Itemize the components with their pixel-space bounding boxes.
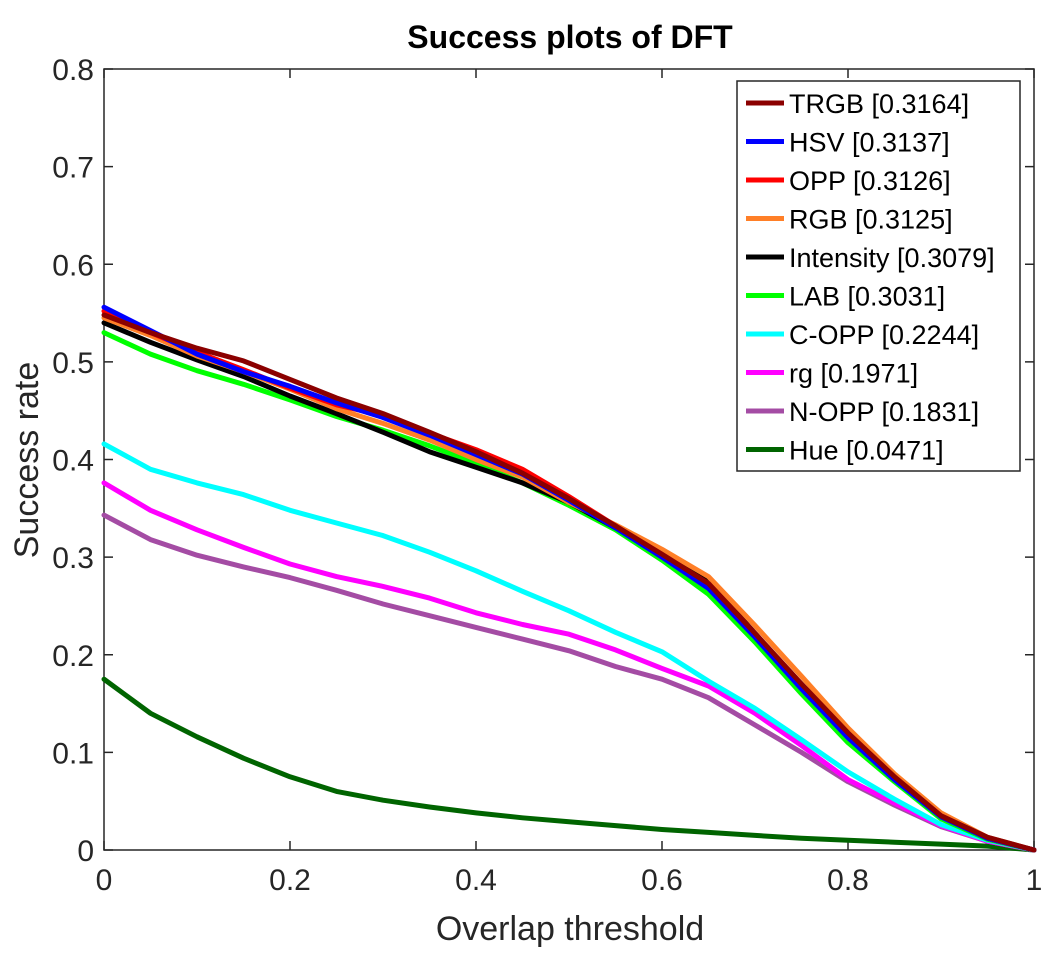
legend-entry: TRGB [0.3164]: [789, 89, 969, 119]
x-tick-label: 1: [1026, 864, 1043, 897]
legend-entry: OPP [0.3126]: [789, 166, 951, 196]
legend-entry: Hue [0.0471]: [789, 436, 944, 466]
legend-entry: LAB [0.3031]: [789, 282, 945, 312]
y-tick-label: 0.5: [52, 347, 94, 380]
x-axis-title: Overlap threshold: [436, 910, 704, 948]
chart-title: Success plots of DFT: [407, 19, 733, 55]
x-tick-label: 0.6: [641, 864, 683, 897]
legend-entry: Intensity [0.3079]: [789, 243, 995, 273]
x-tick-label: 0: [96, 864, 113, 897]
legend-box: [736, 80, 1021, 472]
x-tick-label: 0.4: [455, 864, 497, 897]
series-line-hue: [101, 676, 1037, 853]
y-tick-label: 0.4: [52, 445, 94, 478]
y-axis-title: Success rate: [8, 362, 46, 559]
x-tick-label: 0.8: [827, 864, 869, 897]
legend: TRGB [0.3164] HSV [0.3137] OPP [0.3126] RGB…: [736, 80, 1021, 472]
legend-entry: RGB [0.3125]: [789, 205, 953, 235]
y-tick-label: 0.1: [52, 737, 94, 770]
y-tick-label: 0.3: [52, 542, 94, 575]
y-tick-label: 0.6: [52, 249, 94, 282]
legend-entry: HSV [0.3137]: [789, 128, 950, 158]
y-tick-label: 0.2: [52, 640, 94, 673]
legend-entry: N-OPP [0.1831]: [789, 397, 979, 427]
y-tick-label: 0: [77, 835, 94, 868]
series-line-c-opp: [101, 441, 1037, 853]
legend-entry: rg [0.1971]: [789, 359, 918, 389]
series-line-trgb: [101, 312, 1037, 853]
y-tick-label: 0.7: [52, 152, 94, 185]
series-line-rg: [101, 480, 1037, 853]
y-tick-label: 0.8: [52, 54, 94, 87]
x-tick-label: 0.2: [269, 864, 311, 897]
legend-entry: C-OPP [0.2244]: [789, 320, 979, 350]
